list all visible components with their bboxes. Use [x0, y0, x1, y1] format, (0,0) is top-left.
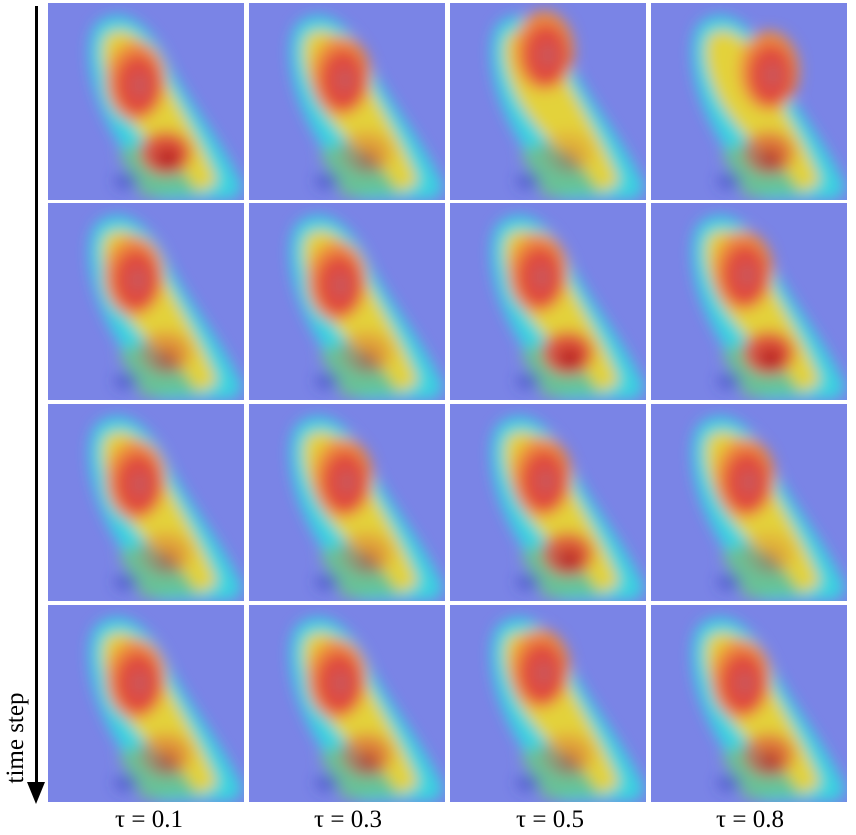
heatmap-tile-r2-c1	[48, 203, 244, 400]
heatmap-tile-r1-c1	[48, 3, 244, 200]
heatmap-tile-r2-c2	[249, 203, 445, 400]
time-axis-arrowhead	[27, 782, 45, 804]
time-axis-label: time step	[2, 692, 29, 784]
heatmap-tile-r2-c3	[450, 203, 646, 400]
heatmap-tile-r4-c2	[249, 605, 445, 802]
heatmap-tile-r4-c1	[48, 605, 244, 802]
column-label-3: τ = 0.5	[516, 806, 584, 833]
column-label-2: τ = 0.3	[314, 806, 382, 833]
heatmap-tile-r3-c3	[450, 404, 646, 601]
heatmap-tile-r1-c2	[249, 3, 445, 200]
heatmap-tile-r1-c3	[450, 3, 646, 200]
heatmap-tile-r3-c1	[48, 404, 244, 601]
column-label-4: τ = 0.8	[716, 806, 784, 833]
time-axis-arrow-line	[35, 6, 38, 786]
heatmap-tile-r4-c3	[450, 605, 646, 802]
heatmap-tile-r4-c4	[651, 605, 847, 802]
heatmap-tile-r2-c4	[651, 203, 847, 400]
heatmap-tile-r1-c4	[651, 3, 847, 200]
column-label-1: τ = 0.1	[115, 806, 183, 833]
heatmap-tile-r3-c4	[651, 404, 847, 601]
heatmap-tile-r3-c2	[249, 404, 445, 601]
